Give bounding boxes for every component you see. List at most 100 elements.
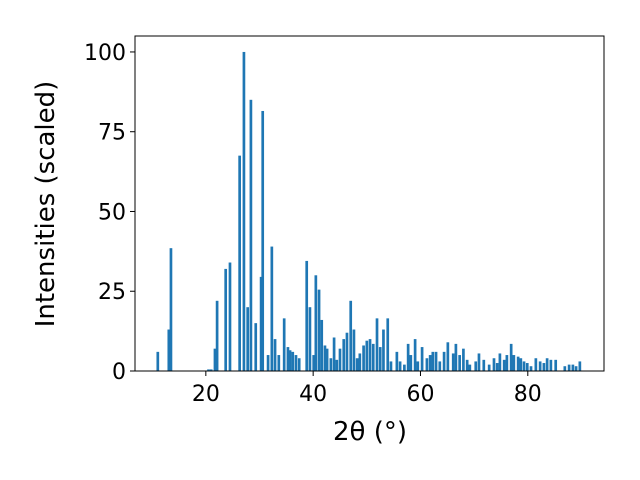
bar [578,361,582,371]
bar [308,307,312,371]
bar [495,363,499,371]
bar [428,355,432,371]
bar [522,361,526,371]
bar [571,364,575,371]
bar [371,343,375,371]
bar [462,348,465,371]
bar [398,361,402,371]
x-tick-label: 20 [192,382,220,407]
bar [224,268,228,371]
bar [246,307,250,371]
bar [382,329,385,371]
bar [254,323,258,371]
bar [409,355,413,371]
bar [270,246,274,371]
bar [395,351,399,371]
bar [534,358,538,371]
bar [465,359,469,371]
bar [207,369,210,371]
y-axis-label: Intensities (scaled) [31,81,61,328]
bar [529,366,533,371]
bar [305,260,309,371]
bar [389,361,393,371]
bar [403,364,406,371]
bar [297,358,301,371]
bar [358,353,362,371]
x-tick-label: 40 [299,382,327,407]
bar [505,355,509,371]
bar [378,347,382,371]
bar [320,319,324,371]
bar [329,358,333,371]
bar [288,350,292,371]
bar [156,351,160,371]
bar [516,356,520,371]
bar [349,300,353,371]
bar [386,318,390,371]
bar [352,329,356,371]
bar [554,359,558,371]
x-tick-label: 80 [514,382,542,407]
bar [259,276,263,371]
bar [492,358,496,371]
bar [413,339,417,371]
x-tick-label: 60 [406,382,434,407]
y-tick-label: 75 [98,121,126,146]
bar [477,353,481,371]
bar [434,351,438,371]
bar [261,110,265,371]
bar [282,318,286,371]
bar [323,345,327,371]
bar [291,351,295,371]
bar [342,339,346,371]
y-tick-label: 0 [112,360,126,385]
bar [549,359,553,371]
x-axis-label: 2θ (°) [333,417,407,447]
bar [368,339,372,371]
bar [355,358,359,371]
bar [438,361,442,371]
bar [375,318,379,371]
bar [442,351,446,371]
bar [228,262,232,371]
bar [338,348,342,371]
y-tick-label: 100 [84,41,126,66]
bar [482,359,486,371]
bar [317,289,321,371]
bar [509,343,513,371]
bar [277,355,281,371]
bar [502,359,506,371]
bar [519,358,523,371]
bar [446,342,450,371]
bar [451,353,455,371]
bar [242,51,246,371]
bar [525,363,529,371]
bar [167,329,171,371]
bar [458,355,461,371]
bar [238,155,241,371]
bar [454,343,458,371]
bar [335,359,339,371]
bar [416,361,420,371]
bar [325,348,329,371]
bar [312,355,316,371]
bar [286,347,290,371]
bar [567,364,571,371]
bar [345,332,349,371]
bar [294,355,298,371]
bar [487,364,491,371]
bar [512,355,516,371]
bar [169,248,173,371]
bar [498,353,502,371]
bar [474,361,478,371]
bar [468,364,472,371]
bar [542,363,546,371]
bar [209,369,213,371]
bar [431,351,435,371]
bar [365,340,369,371]
bar [545,358,549,371]
y-tick-label: 50 [98,200,126,225]
plot-frame [134,35,605,372]
bar [249,99,253,372]
bar [563,366,567,371]
